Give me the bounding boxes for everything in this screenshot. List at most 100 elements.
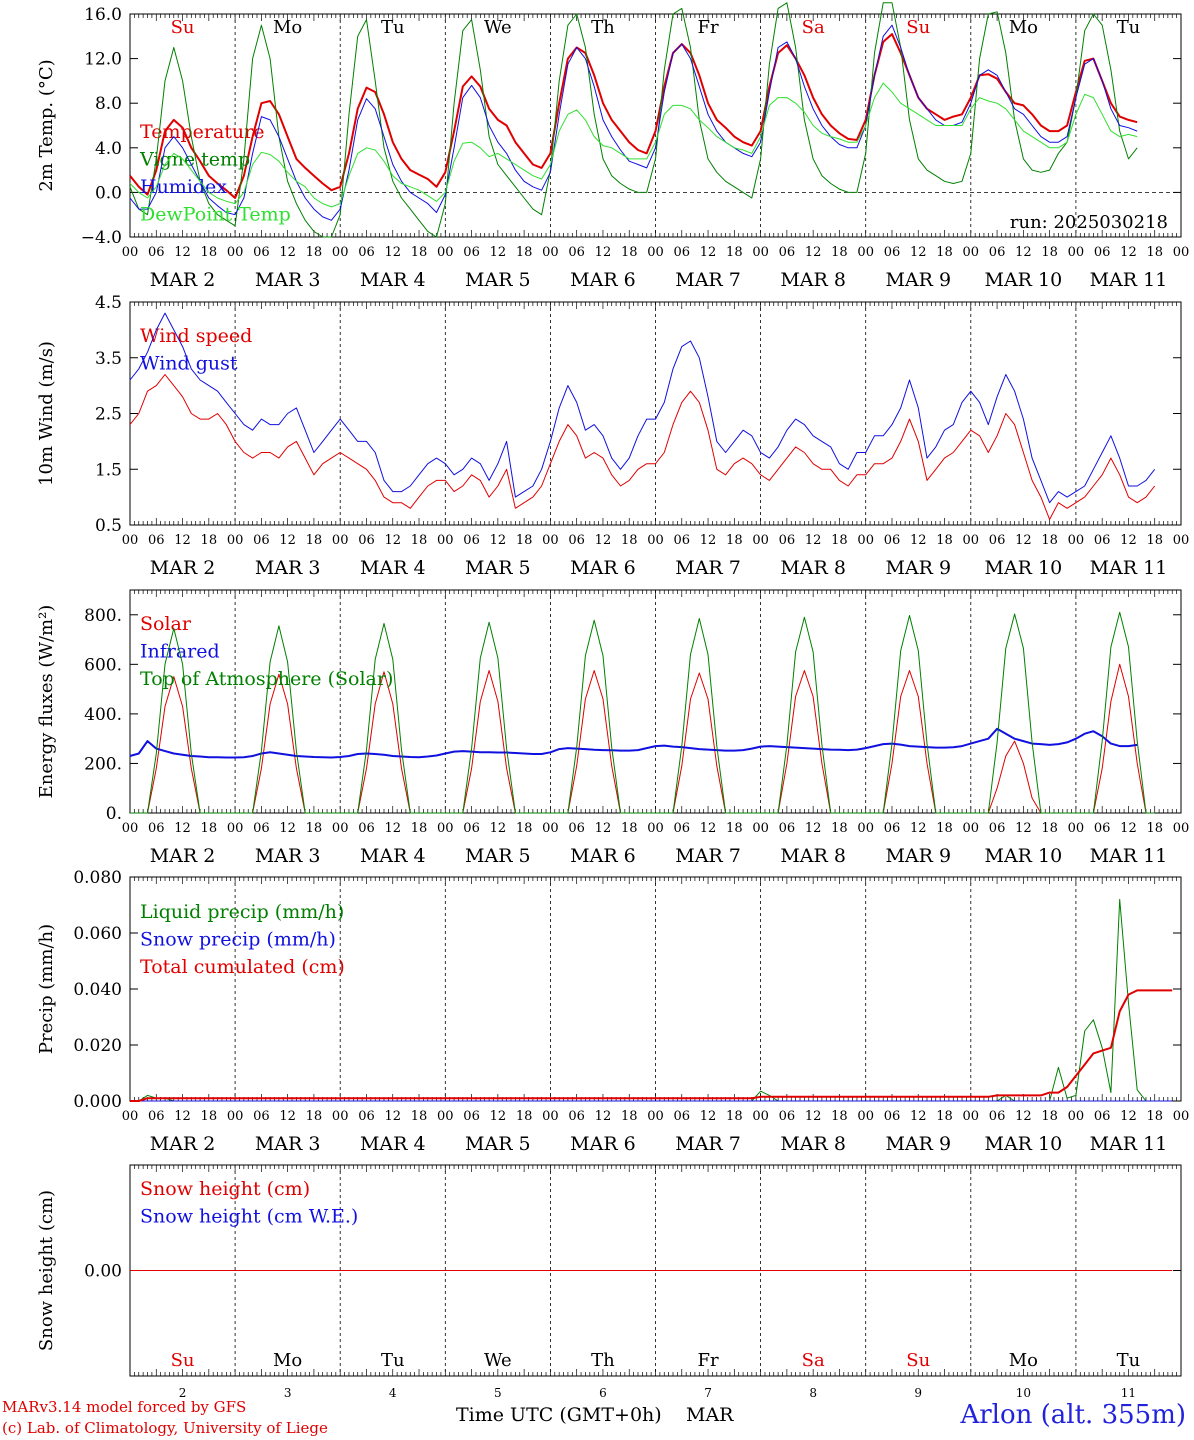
- hour-tick-label: 00: [647, 245, 664, 260]
- plot-frame: [129, 589, 1182, 814]
- hour-tick-label: 06: [568, 245, 585, 260]
- hour-tick-label: 06: [1094, 1109, 1111, 1124]
- y-tick-label: 400.: [84, 705, 122, 725]
- hour-tick-label: 00: [1068, 1109, 1085, 1124]
- y-tick-label: 0.: [106, 804, 122, 824]
- hour-tick-label: 00: [122, 821, 139, 836]
- credit-line-2: (c) Lab. of Climatology, University of L…: [2, 1419, 328, 1437]
- date-label: MAR 11: [1090, 1133, 1168, 1155]
- hour-tick-label: 12: [384, 821, 401, 836]
- y-axis-label: Energy fluxes (W/m²): [36, 605, 57, 799]
- y-tick-label: 4.5: [95, 293, 122, 313]
- hour-tick-label: 18: [306, 821, 323, 836]
- hour-tick-label: 12: [700, 533, 717, 548]
- hour-tick-label: 00: [647, 1109, 664, 1124]
- day-name: Su: [171, 1350, 195, 1371]
- credit-line-1: MARv3.14 model forced by GFS: [2, 1398, 247, 1416]
- hour-tick-label: 00: [122, 533, 139, 548]
- hour-tick-label: 00: [332, 821, 349, 836]
- hour-tick-label: 00: [542, 245, 559, 260]
- hour-tick-label: 00: [963, 533, 980, 548]
- hour-tick-label: 12: [1015, 533, 1032, 548]
- legend-entry: Vigne temp: [139, 149, 250, 171]
- day-number: 11: [1121, 1386, 1136, 1400]
- hour-tick-label: 06: [568, 1109, 585, 1124]
- hour-tick-label: 18: [306, 245, 323, 260]
- day-name: Tu: [381, 17, 405, 38]
- hour-tick-label: 00: [752, 533, 769, 548]
- date-label: MAR 10: [984, 845, 1062, 867]
- day-name: Tu: [1117, 1350, 1141, 1371]
- hour-tick-label: 06: [884, 821, 901, 836]
- hour-tick-label: 12: [595, 533, 612, 548]
- hour-tick-label: 12: [490, 1109, 507, 1124]
- y-axis-label: Precip (mm/h): [36, 924, 57, 1054]
- hour-tick-label: 18: [1146, 821, 1163, 836]
- day-name: Mo: [1009, 17, 1038, 38]
- hour-tick-label: 06: [568, 821, 585, 836]
- hour-tick-label: 12: [910, 533, 927, 548]
- hour-tick-label: 18: [201, 533, 218, 548]
- date-label: MAR 5: [465, 269, 531, 291]
- hour-tick-label: 12: [174, 245, 191, 260]
- series-line-vigne-temp: [129, 2, 1138, 238]
- hour-tick-label: 12: [910, 821, 927, 836]
- y-tick-label: 0.020: [73, 1036, 122, 1056]
- hour-tick-label: 18: [516, 533, 533, 548]
- hour-tick-label: 00: [227, 821, 244, 836]
- hour-tick-label: 18: [306, 533, 323, 548]
- legend-entry: Top of Atmosphere (Solar): [140, 668, 393, 690]
- y-tick-label: 0.0: [95, 183, 122, 203]
- y-tick-label: 0.000: [73, 1092, 122, 1112]
- date-label: MAR 9: [885, 845, 951, 867]
- hour-tick-label: 06: [148, 245, 165, 260]
- hour-tick-label: 00: [857, 533, 874, 548]
- date-label: MAR 5: [465, 845, 531, 867]
- hour-tick-label: 12: [279, 533, 296, 548]
- hour-tick-label: 06: [674, 533, 691, 548]
- hour-tick-label: 12: [1015, 1109, 1032, 1124]
- day-number: 2: [179, 1386, 187, 1400]
- legend-entry: Temperature: [140, 121, 264, 143]
- x-axis-label: Time UTC (GMT+0h): [456, 1404, 662, 1426]
- hour-tick-label: 12: [1120, 245, 1137, 260]
- legend-entry: Liquid precip (mm/h): [140, 901, 344, 923]
- hour-tick-label: 18: [726, 1109, 743, 1124]
- hour-tick-label: 18: [411, 1109, 428, 1124]
- hour-tick-label: 18: [201, 1109, 218, 1124]
- date-label: MAR 9: [885, 557, 951, 579]
- hour-tick-label: 00: [1068, 821, 1085, 836]
- panel-5: 0.00 Snow height (cm) Snow height (cm) Snow…: [36, 1164, 1182, 1400]
- day-name: Th: [591, 17, 615, 38]
- date-label: MAR 2: [150, 845, 216, 867]
- hour-tick-label: 06: [779, 821, 796, 836]
- day-number: 3: [284, 1386, 292, 1400]
- hour-tick-label: 18: [1041, 1109, 1058, 1124]
- hour-tick-label: 12: [174, 821, 191, 836]
- date-label: MAR 7: [675, 269, 741, 291]
- hour-tick-label: 18: [1146, 245, 1163, 260]
- hour-tick-label: 00: [437, 245, 454, 260]
- y-tick-label: 0.060: [73, 924, 122, 944]
- y-tick-label: 16.0: [84, 5, 122, 25]
- date-label: MAR 6: [570, 1133, 636, 1155]
- hour-tick-label: 00: [647, 533, 664, 548]
- date-label: MAR 7: [675, 557, 741, 579]
- hour-tick-label: 12: [384, 245, 401, 260]
- hour-tick-label: 12: [384, 1109, 401, 1124]
- day-name: Mo: [273, 1350, 302, 1371]
- hour-tick-label: 06: [148, 821, 165, 836]
- hour-tick-label: 18: [411, 245, 428, 260]
- date-label: MAR 5: [465, 557, 531, 579]
- hour-tick-label: 12: [595, 1109, 612, 1124]
- series-line-infrared: [129, 727, 1138, 759]
- date-label: MAR 8: [780, 269, 846, 291]
- date-label: MAR 8: [780, 1133, 846, 1155]
- series-line-top-of-atmosphere-solar-: [130, 611, 1155, 814]
- day-name: Su: [906, 1350, 930, 1371]
- hour-tick-label: 06: [358, 821, 375, 836]
- hour-tick-label: 00: [857, 1109, 874, 1124]
- day-number: 10: [1016, 1386, 1031, 1400]
- hour-tick-label: 18: [516, 821, 533, 836]
- day-name: Mo: [1009, 1350, 1038, 1371]
